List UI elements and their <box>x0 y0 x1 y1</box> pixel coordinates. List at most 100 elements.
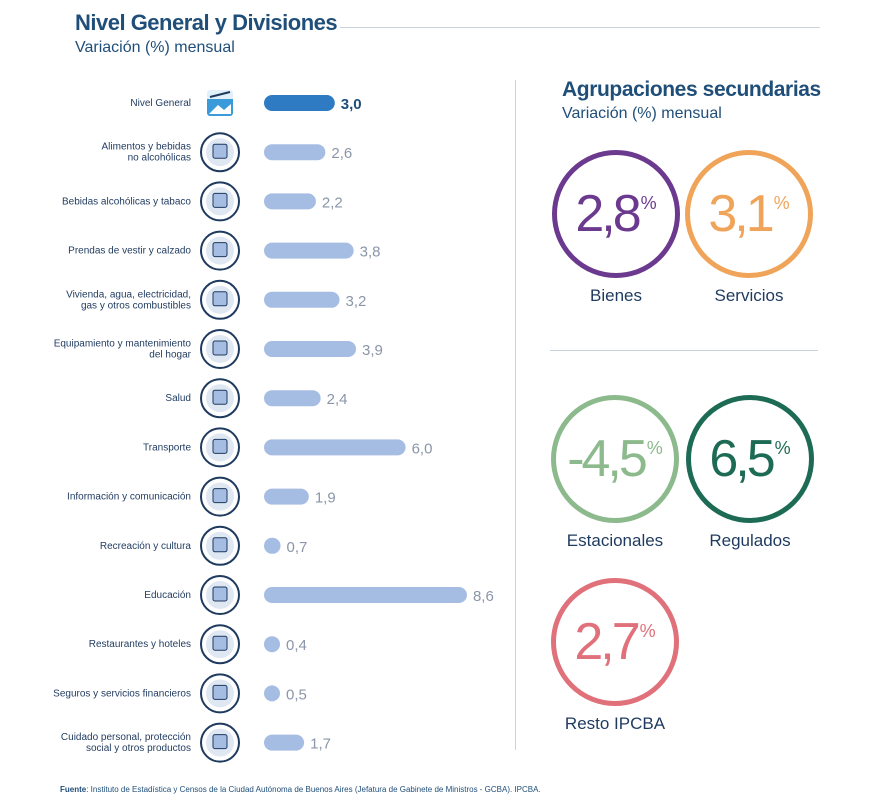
icon-glyph <box>212 143 228 159</box>
category-label-line: Bebidas alcohólicas y tabaco <box>62 196 191 207</box>
bar <box>264 439 406 456</box>
regulados-value: 6,5 <box>709 430 775 488</box>
bar-value-label: 3,0 <box>341 96 362 113</box>
bar <box>264 488 309 505</box>
resto-ipcba-percent-sign: % <box>639 621 656 641</box>
icon-glyph <box>212 291 228 307</box>
bar <box>264 390 321 407</box>
cloche-icon <box>200 624 240 665</box>
category-label-line: Alimentos y bebidas <box>102 142 192 153</box>
servicios-label: Servicios <box>714 286 784 305</box>
regulados-circle: 6,5% <box>686 395 814 523</box>
estacionales-circle: -4,5% <box>551 395 679 523</box>
ipc-logo-stroke <box>209 91 231 98</box>
bar <box>264 685 280 702</box>
category-label: Salud <box>165 393 191 404</box>
resto-ipcba-circle: 2,7% <box>551 578 679 706</box>
bar-value-label: 1,7 <box>310 736 331 753</box>
bar-value-label: 2,2 <box>322 194 343 211</box>
bar <box>264 144 326 161</box>
bar <box>264 193 316 210</box>
chart-subtitle: Variación (%) mensual <box>75 39 235 56</box>
category-label: Cuidado personal, protección social y otr… <box>61 732 191 754</box>
bienes-value: 2,8 <box>575 185 641 243</box>
ipc-logo-icon <box>207 90 233 116</box>
category-label-line: no alcohólicas <box>128 153 191 164</box>
category-label-line: social y otros productos <box>86 743 191 754</box>
house-icon <box>200 279 240 320</box>
icon-glyph <box>212 389 228 405</box>
category-label-line: Recreación y cultura <box>100 541 192 552</box>
bar-value-label: 3,8 <box>360 244 381 261</box>
source-text: : Instituto de Estadística y Censos de l… <box>86 785 541 794</box>
category-label: Seguros y servicios financieros <box>53 688 191 699</box>
bank-icon <box>200 673 240 714</box>
bienes-label: Bienes <box>590 286 642 305</box>
category-label-line: Cuidado personal, protección <box>61 732 191 743</box>
bar <box>264 587 467 603</box>
estacionales-value: -4,5 <box>567 430 648 488</box>
category-label-line: Nivel General <box>130 98 191 109</box>
category-label: Restaurantes y hoteles <box>89 639 191 650</box>
bar-value-label: 6,0 <box>412 440 433 457</box>
category-label: Educación <box>144 590 191 601</box>
servicios-circle: 3,1% <box>685 150 813 278</box>
ipc-logo-shape <box>209 104 231 114</box>
category-label-line: del hogar <box>149 350 191 361</box>
bar <box>264 341 357 357</box>
icon-glyph <box>212 438 228 454</box>
category-label: Prendas de vestir y calzado <box>68 246 191 257</box>
resto-ipcba-value: 2,7 <box>574 613 640 671</box>
bar-value-label: 1,9 <box>315 490 336 507</box>
category-label: Recreación y cultura <box>100 541 192 552</box>
chart-title: Nivel General y Divisiones <box>75 10 338 35</box>
bar-value-label: 0,7 <box>287 539 308 556</box>
regulados-label: Regulados <box>709 531 791 550</box>
bar-value-label: 3,2 <box>346 293 367 310</box>
icon-glyph <box>212 734 228 750</box>
bar <box>264 734 305 751</box>
bar-value-label: 2,4 <box>327 391 348 408</box>
category-label-line: Salud <box>165 393 191 404</box>
icon-glyph <box>212 586 228 602</box>
estacionales-label: Estacionales <box>566 531 664 550</box>
category-label: Equipamiento y mantenimiento del hogar <box>54 339 192 361</box>
icon-glyph <box>212 635 228 651</box>
bar <box>264 537 281 554</box>
category-label-line: Restaurantes y hoteles <box>89 639 191 650</box>
clothing-icon <box>200 230 240 271</box>
food-icon <box>200 132 240 173</box>
airplane-car-icon <box>200 427 240 468</box>
right-divider <box>550 350 818 351</box>
category-label-line: Prendas de vestir y calzado <box>68 246 191 257</box>
category-label-line: Seguros y servicios financieros <box>53 688 191 699</box>
bar-value-label: 8,6 <box>473 588 494 605</box>
category-label: Vivienda, agua, electricidad, gas y otros… <box>66 289 191 311</box>
category-label-line: Transporte <box>143 442 191 453</box>
category-label: Información y comunicación <box>67 492 191 503</box>
bienes-percent-sign: % <box>640 193 657 213</box>
icon-glyph <box>212 684 228 700</box>
doctor-icon <box>200 378 240 419</box>
secondary-groups-subtitle: Variación (%) mensual <box>562 105 722 122</box>
source-prefix: Fuente <box>60 785 87 794</box>
vertical-divider <box>515 80 516 750</box>
bienes-circle: 2,8% <box>552 150 680 278</box>
personal-care-icon <box>200 722 240 763</box>
bar-value-label: 0,4 <box>286 637 307 654</box>
category-label-line: Educación <box>144 590 191 601</box>
servicios-percent-sign: % <box>773 193 790 213</box>
icon-glyph <box>212 192 228 208</box>
bar <box>264 636 280 653</box>
bar-highlight <box>264 95 335 111</box>
bar <box>264 291 340 308</box>
estacionales-percent-sign: % <box>646 438 663 458</box>
category-label-line: Información y comunicación <box>67 492 191 503</box>
category-label: Alimentos y bebidas no alcohólicas <box>102 142 192 164</box>
icon-glyph <box>212 537 228 553</box>
bar-value-label: 2,6 <box>331 145 352 162</box>
school-building-icon <box>200 575 240 615</box>
category-label: Nivel General <box>130 98 191 109</box>
wine-bottle-icon <box>200 181 240 222</box>
servicios-value: 3,1 <box>708 185 774 243</box>
